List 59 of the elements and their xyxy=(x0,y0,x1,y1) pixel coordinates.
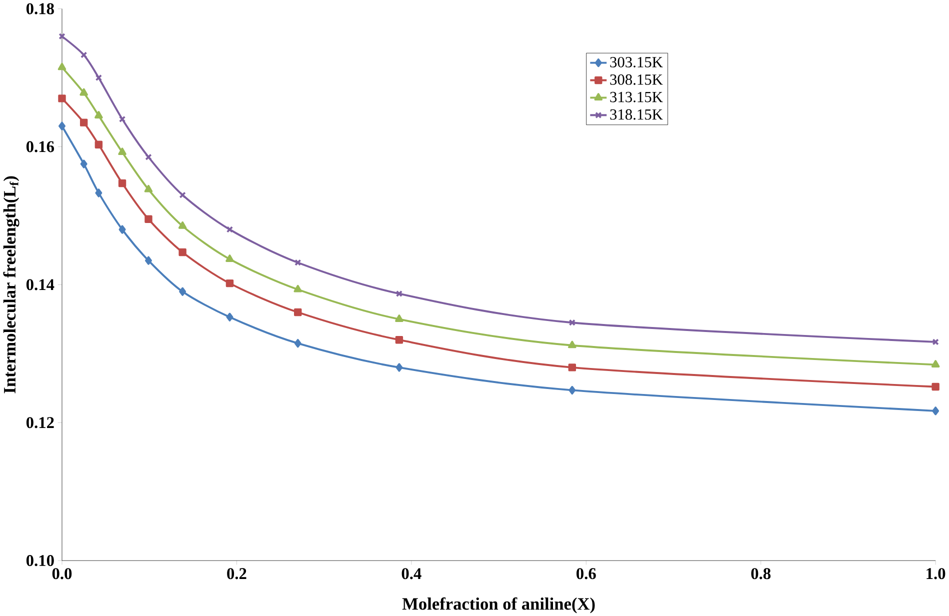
point xyxy=(396,290,403,297)
point xyxy=(58,62,66,70)
point xyxy=(118,179,126,187)
point xyxy=(179,287,186,296)
point xyxy=(396,362,403,372)
y-tick-label: 0.14 xyxy=(26,278,54,290)
y-tick-label: 0.12 xyxy=(26,416,54,428)
point xyxy=(226,312,234,322)
point xyxy=(568,386,576,394)
point xyxy=(118,116,126,122)
point xyxy=(94,140,103,148)
x-tick-label: 1.0 xyxy=(926,568,946,579)
point xyxy=(94,110,103,118)
x-tick-label: 0.6 xyxy=(576,568,596,579)
legend-label: 318.15K xyxy=(610,109,663,120)
point xyxy=(58,94,66,102)
point xyxy=(144,215,152,223)
point xyxy=(118,224,126,234)
point xyxy=(931,360,940,368)
point xyxy=(118,147,126,155)
x-tick-label: 0.0 xyxy=(52,568,72,579)
legend-label: 308.15K xyxy=(610,74,663,85)
point xyxy=(178,248,186,256)
point xyxy=(226,226,234,233)
point xyxy=(568,319,576,326)
point xyxy=(80,51,88,58)
point xyxy=(294,338,302,348)
point xyxy=(932,382,940,390)
point xyxy=(58,121,66,130)
y-tick-label: 0.10 xyxy=(26,554,54,566)
point xyxy=(226,279,234,287)
point xyxy=(179,191,186,198)
point xyxy=(294,308,302,316)
x-tick-label: 0.8 xyxy=(751,568,771,579)
point xyxy=(145,153,152,160)
x-tick-label: 0.2 xyxy=(227,568,246,579)
legend-label: 303.15K xyxy=(610,56,663,68)
y-axis-title: Intermolecular freelength(L$_{f}$) xyxy=(3,176,20,394)
point xyxy=(294,284,302,292)
point xyxy=(80,159,88,168)
point xyxy=(932,406,940,416)
point xyxy=(178,221,187,229)
x-axis-title: Molefraction of aniline(X) xyxy=(402,597,595,614)
y-tick-label: 0.18 xyxy=(26,2,54,14)
point xyxy=(395,314,404,322)
point xyxy=(95,188,102,198)
point xyxy=(294,259,302,266)
point xyxy=(80,118,88,126)
x-tick-label: 0.4 xyxy=(402,568,422,579)
point xyxy=(226,254,234,262)
y-tick-label: 0.16 xyxy=(26,140,54,152)
point xyxy=(95,74,102,81)
legend-label: 313.15K xyxy=(610,92,663,102)
point xyxy=(144,184,153,192)
point xyxy=(80,88,88,96)
point xyxy=(568,340,576,348)
point xyxy=(395,336,404,344)
point xyxy=(144,256,152,265)
point xyxy=(568,363,576,372)
